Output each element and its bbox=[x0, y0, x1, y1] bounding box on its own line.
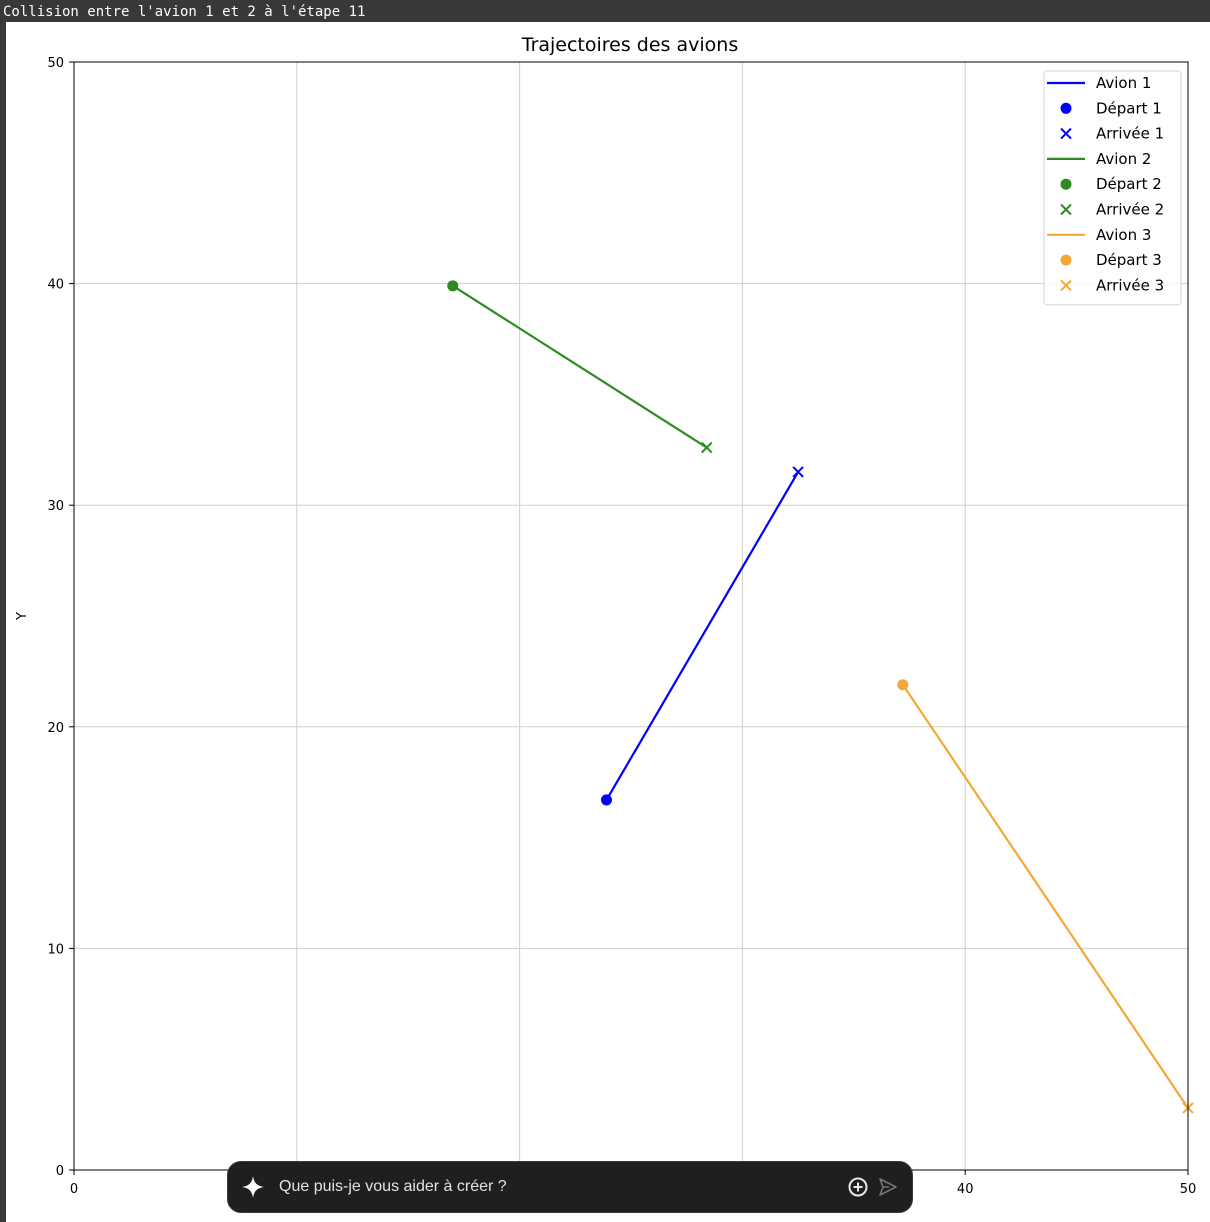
chart-legend: Avion 1 Départ 1 Arrivée 1 Avion 2 Départ 2 A… bbox=[1043, 70, 1182, 306]
y-tick-label: 20 bbox=[47, 721, 64, 736]
y-axis-label: Y bbox=[15, 612, 30, 621]
legend-label: Avion 2 bbox=[1096, 150, 1151, 168]
start-marker-avion-2 bbox=[447, 280, 459, 292]
end-marker-stroke bbox=[792, 466, 804, 478]
legend-label: Avion 3 bbox=[1096, 226, 1151, 244]
legend-label: Arrivée 3 bbox=[1096, 276, 1164, 294]
legend-label: Arrivée 1 bbox=[1096, 125, 1164, 143]
add-circle-icon[interactable] bbox=[846, 1175, 870, 1199]
legend-entry-x-3: Arrivée 3 bbox=[1060, 276, 1164, 294]
legend-entry-x-2: Arrivée 2 bbox=[1060, 201, 1164, 219]
legend-entry-dot-1: Départ 1 bbox=[1060, 99, 1162, 117]
send-icon[interactable] bbox=[876, 1175, 900, 1199]
start-marker-avion-3 bbox=[897, 679, 909, 691]
legend-label: Départ 1 bbox=[1096, 99, 1162, 117]
legend-box bbox=[1043, 70, 1182, 306]
legend-entry-x-1: Arrivée 1 bbox=[1060, 125, 1164, 143]
trajectory-line-avion-2 bbox=[452, 284, 708, 449]
legend-x-swatch bbox=[1060, 279, 1072, 292]
legend-x-swatch bbox=[1060, 127, 1072, 140]
legend-label: Arrivée 2 bbox=[1096, 201, 1164, 219]
legend-label: Départ 3 bbox=[1096, 251, 1162, 269]
sparkle-icon bbox=[241, 1175, 265, 1199]
legend-entry-dot-2: Départ 2 bbox=[1060, 175, 1162, 193]
legend-dot-swatch bbox=[1060, 254, 1072, 266]
legend-dot-swatch bbox=[1060, 102, 1072, 114]
end-marker-avion-1 bbox=[792, 466, 804, 478]
start-marker-avion-1 bbox=[600, 794, 612, 806]
y-tick-label: 10 bbox=[47, 942, 64, 957]
prompt-bar[interactable] bbox=[227, 1161, 913, 1213]
x-tick-label: 0 bbox=[70, 1182, 78, 1197]
console-output-message: Collision entre l'avion 1 et 2 à l'étape… bbox=[3, 4, 366, 20]
legend-entry-line-3: Avion 3 bbox=[1047, 226, 1151, 244]
legend-dot-swatch bbox=[1060, 178, 1072, 190]
y-tick-label: 0 bbox=[56, 1164, 64, 1179]
end-marker-stroke bbox=[701, 441, 713, 454]
legend-entry-line-2: Avion 2 bbox=[1047, 150, 1151, 168]
legend-label: Départ 2 bbox=[1096, 175, 1162, 193]
chart-title: Trajectoires des avions bbox=[521, 34, 738, 56]
series-layer bbox=[447, 280, 1194, 1114]
x-tick-label: 40 bbox=[957, 1182, 974, 1197]
plot-area bbox=[74, 62, 1188, 1170]
trajectory-line-avion-1 bbox=[605, 471, 800, 801]
end-marker-stroke bbox=[1060, 127, 1072, 140]
prompt-input[interactable] bbox=[277, 1177, 846, 1197]
legend-entry-line-1: Avion 1 bbox=[1047, 74, 1151, 92]
trajectory-line-avion-3 bbox=[901, 684, 1189, 1109]
legend-entry-dot-3: Départ 3 bbox=[1060, 251, 1162, 269]
y-tick-label: 50 bbox=[47, 56, 64, 71]
end-marker-stroke bbox=[1060, 203, 1072, 216]
end-marker-avion-2 bbox=[701, 441, 713, 454]
end-marker-stroke bbox=[1060, 279, 1072, 292]
legend-label: Avion 1 bbox=[1096, 74, 1151, 92]
y-tick-label: 40 bbox=[47, 278, 64, 293]
legend-x-swatch bbox=[1060, 203, 1072, 216]
y-tick-label: 30 bbox=[47, 499, 64, 514]
x-tick-label: 50 bbox=[1180, 1182, 1197, 1197]
